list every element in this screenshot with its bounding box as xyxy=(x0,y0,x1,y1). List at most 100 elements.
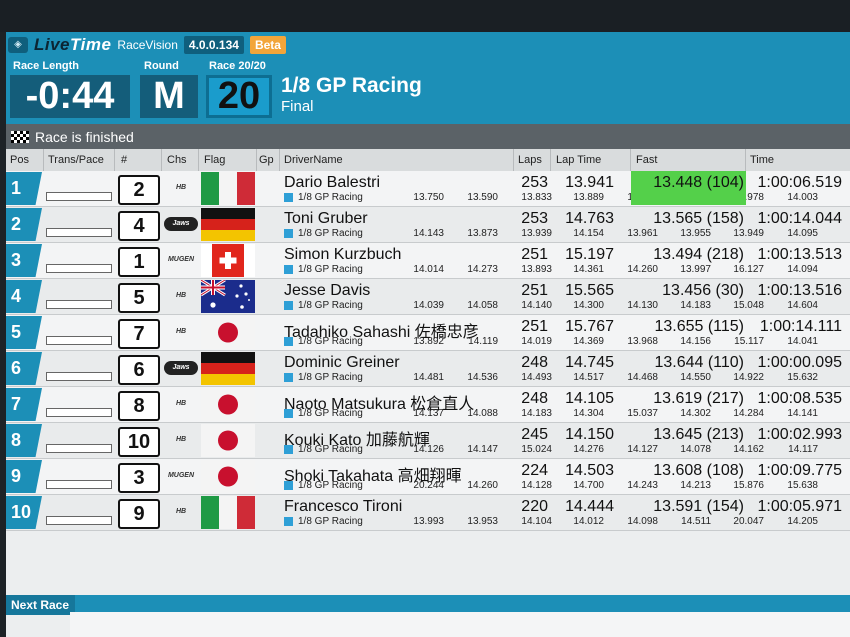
split-time: 13.833 xyxy=(521,192,552,203)
driver-class: 1/8 GP Racing xyxy=(298,480,363,491)
fastest-lap: 13.619 (217) xyxy=(653,390,744,407)
col-group[interactable]: Gp xyxy=(259,154,274,166)
laps-count: 251 xyxy=(521,318,548,335)
laps-count: 224 xyxy=(521,462,548,479)
app-branding: ◈ LiveTime RaceVision 4.0.0.134 Beta xyxy=(8,35,286,55)
split-time: 14.039 xyxy=(413,300,444,311)
driver-name: Francesco Tironi xyxy=(284,498,403,515)
class-color-icon xyxy=(284,409,293,418)
last-lap-time: 13.941 xyxy=(565,174,614,191)
position-badge: 10 xyxy=(6,496,42,529)
col-fast[interactable]: Fast xyxy=(636,154,658,166)
position-badge: 8 xyxy=(6,424,42,457)
trans-pace-bar xyxy=(46,228,112,237)
laps-count: 253 xyxy=(521,174,548,191)
split-time: 14.517 xyxy=(573,372,604,383)
split-time: 20.047 xyxy=(733,516,764,527)
result-row[interactable]: 3 1 MUGEN Simon Kurzbuch 1/8 GP Racing 1… xyxy=(6,243,850,279)
driver-class: 1/8 GP Racing xyxy=(298,372,363,383)
driver-name: Simon Kurzbuch xyxy=(284,246,402,263)
class-color-icon xyxy=(284,337,293,346)
col-lap-time[interactable]: Lap Time xyxy=(556,154,602,166)
col-laps[interactable]: Laps xyxy=(518,154,542,166)
last-lap-time: 14.150 xyxy=(565,426,614,443)
split-time: 14.536 xyxy=(467,372,498,383)
last-lap-time: 14.745 xyxy=(565,354,614,371)
split-time: 15.638 xyxy=(787,480,818,491)
col-chassis[interactable]: Chs xyxy=(167,154,187,166)
class-color-icon xyxy=(284,265,293,274)
driver-class: 1/8 GP Racing xyxy=(298,444,363,455)
driver-name: Naoto Matsukura 松倉直人 xyxy=(284,396,475,413)
trans-pace-bar xyxy=(46,192,112,201)
col-flag[interactable]: Flag xyxy=(204,154,226,166)
result-row[interactable]: 9 3 MUGEN Shoki Takahata 高畑翔暉 1/8 GP Rac… xyxy=(6,459,850,495)
class-color-icon xyxy=(284,301,293,310)
split-time: 14.098 xyxy=(627,516,658,527)
split-time: 14.511 xyxy=(681,516,711,527)
split-time: 13.993 xyxy=(413,516,444,527)
chassis-logo-icon: HB xyxy=(175,328,187,335)
fastest-lap: 13.565 (158) xyxy=(653,210,744,227)
split-time: 13.953 xyxy=(467,516,498,527)
fastest-lap: 13.645 (213) xyxy=(653,426,744,443)
last-lap-time: 15.767 xyxy=(565,318,614,335)
position-badge: 5 xyxy=(6,316,42,349)
result-row[interactable]: 8 10 HB Kouki Kato 加藤航輝 1/8 GP Racing 14… xyxy=(6,423,850,459)
laps-count: 251 xyxy=(521,246,548,263)
split-time: 14.117 xyxy=(788,444,818,455)
position-badge: 2 xyxy=(6,208,42,241)
result-row[interactable]: 7 8 HB Naoto Matsukura 松倉直人 1/8 GP Racin… xyxy=(6,387,850,423)
last-lap-time: 14.105 xyxy=(565,390,614,407)
trans-pace-bar xyxy=(46,336,112,345)
split-time: 15.024 xyxy=(521,444,552,455)
checkered-flag-icon xyxy=(11,130,29,143)
fastest-lap: 13.655 (115) xyxy=(654,318,744,335)
chassis-logo-icon: HB xyxy=(175,184,187,191)
col-driver-name[interactable]: DriverName xyxy=(284,154,343,166)
app-name: RaceVision xyxy=(117,38,178,52)
split-time: 14.012 xyxy=(573,516,604,527)
round-label: Round xyxy=(144,60,179,72)
split-time: 14.156 xyxy=(680,336,711,347)
split-time: 13.893 xyxy=(521,264,552,275)
total-time: 1:00:05.971 xyxy=(757,498,842,515)
laps-count: 220 xyxy=(521,498,548,515)
col-trans-pace[interactable]: Trans/Pace xyxy=(48,154,104,166)
col-time[interactable]: Time xyxy=(750,154,775,166)
split-time: 14.143 xyxy=(413,228,444,239)
split-time: 14.119 xyxy=(468,336,498,347)
col-pos[interactable]: Pos xyxy=(10,154,29,166)
total-time: 1:00:09.775 xyxy=(757,462,842,479)
class-color-icon xyxy=(284,229,293,238)
col-number[interactable]: # xyxy=(121,154,128,166)
country-flag-icon xyxy=(201,388,255,421)
result-row[interactable]: 1 2 HB Dario Balestri 1/8 GP Racing 13.7… xyxy=(6,171,850,207)
chassis-logo-icon: HB xyxy=(175,400,187,407)
split-time: 14.126 xyxy=(413,444,444,455)
chassis-logo-icon: HB xyxy=(175,508,187,515)
result-row[interactable]: 10 9 HB Francesco Tironi 1/8 GP Racing 1… xyxy=(6,495,850,531)
driver-name: Kouki Kato 加藤航輝 xyxy=(284,432,430,449)
race-type: Final xyxy=(281,98,314,115)
car-number: 2 xyxy=(118,175,160,205)
results-column-header: Pos Trans/Pace # Chs Flag Gp DriverName … xyxy=(6,149,850,172)
split-time: 13.939 xyxy=(521,228,552,239)
result-row[interactable]: 6 6 Jaws Dominic Greiner 1/8 GP Racing 1… xyxy=(6,351,850,387)
split-time: 15.117 xyxy=(734,336,764,347)
position-badge: 4 xyxy=(6,280,42,313)
trans-pace-bar xyxy=(46,264,112,273)
position-badge: 9 xyxy=(6,460,42,493)
app-logo: LiveTime xyxy=(34,35,112,54)
result-row[interactable]: 2 4 Jaws Toni Gruber 1/8 GP Racing 14.14… xyxy=(6,207,850,243)
split-time: 14.273 xyxy=(467,264,498,275)
result-row[interactable]: 5 7 HB Tadahiko Sahashi 佐橋忠彦 1/8 GP Raci… xyxy=(6,315,850,351)
country-flag-icon xyxy=(200,278,255,313)
chassis-logo-icon: MUGEN xyxy=(167,472,195,479)
split-time: 13.997 xyxy=(680,264,711,275)
total-time: 1:00:02.993 xyxy=(757,426,842,443)
result-row[interactable]: 4 5 HB Jesse Davis 1/8 GP Racing 14.039 … xyxy=(6,278,850,315)
next-race-label[interactable]: Next Race xyxy=(6,595,75,615)
split-time: 14.094 xyxy=(787,264,818,275)
split-time: 14.604 xyxy=(787,300,818,311)
